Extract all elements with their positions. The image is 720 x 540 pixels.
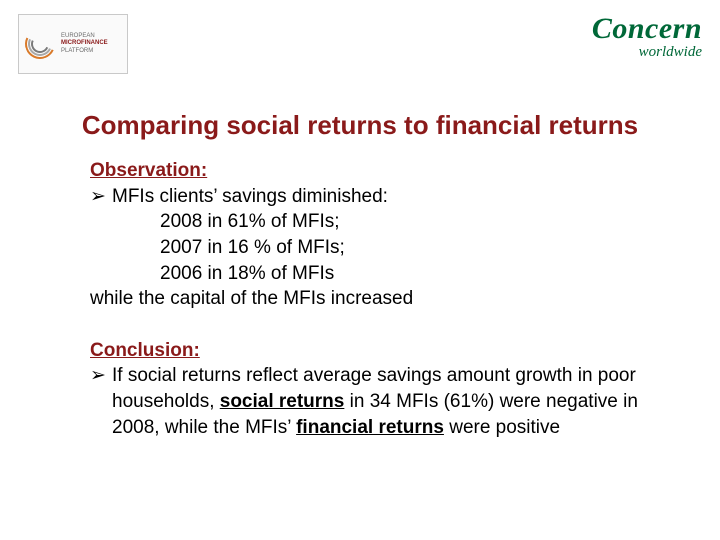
logo-left-line1: EUROPEAN [61,33,108,40]
logo-left-line2: MICROFINANCE [61,40,108,47]
conclusion-post: were positive [444,417,560,438]
observation-line-1: 2008 in 61% of MFIs; [90,209,660,235]
conclusion-text: If social returns reflect average saving… [112,363,660,440]
bullet-icon: ➢ [90,184,112,210]
slide-body: Observation: ➢ MFIs clients’ savings dim… [90,158,660,440]
observation-tail: while the capital of the MFIs increased [90,286,660,312]
bullet-icon: ➢ [90,363,112,389]
observation-bullet: ➢ MFIs clients’ savings diminished: [90,184,660,210]
arcs-icon [25,29,55,59]
logo-left-line3: PLATFORM [61,48,108,55]
logo-european-microfinance-platform: EUROPEAN MICROFINANCE PLATFORM [18,14,128,74]
conclusion-underlined-2: financial returns [296,417,444,438]
observation-line-2: 2007 in 16 % of MFIs; [90,235,660,261]
logo-left-text: EUROPEAN MICROFINANCE PLATFORM [61,33,108,55]
observation-heading: Observation: [90,158,660,184]
logo-concern-worldwide: Concern worldwide [592,12,702,61]
observation-line-3: 2006 in 18% of MFIs [90,261,660,287]
conclusion-underlined-1: social returns [220,391,345,412]
conclusion-bullet: ➢ If social returns reflect average savi… [90,363,660,440]
slide-title: Comparing social returns to financial re… [0,110,720,141]
slide: EUROPEAN MICROFINANCE PLATFORM Concern w… [0,0,720,540]
conclusion-heading: Conclusion: [90,338,660,364]
logo-right-sub: worldwide [592,44,702,61]
logo-right-main: Concern [592,12,702,46]
observation-bullet-text: MFIs clients’ savings diminished: [112,184,660,210]
